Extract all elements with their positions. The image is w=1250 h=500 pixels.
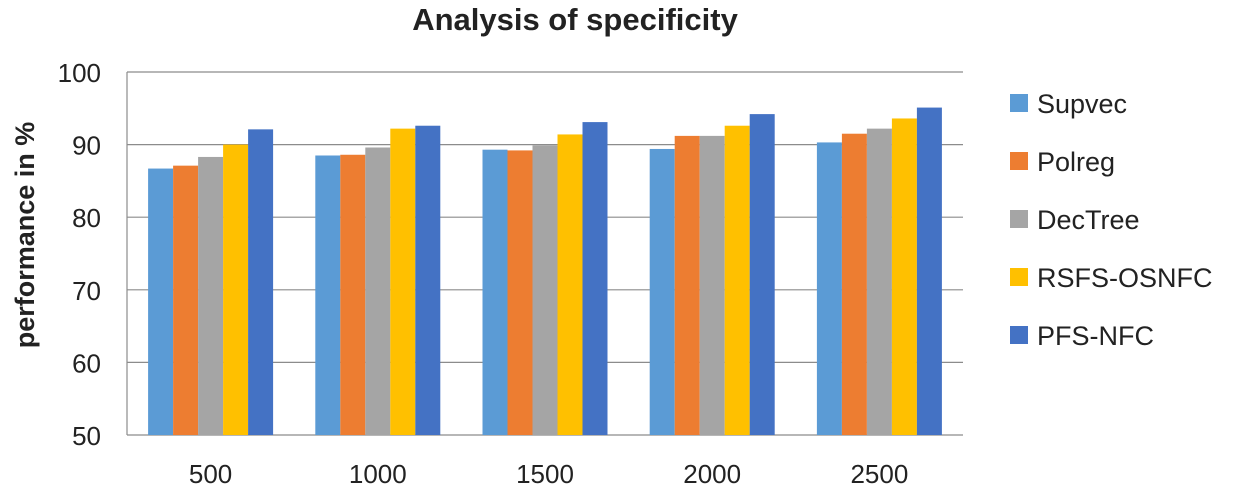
x-tick-label: 500	[189, 459, 232, 489]
bar-rsfs-osnfc-2000	[724, 125, 750, 435]
bar-polreg-1500	[507, 150, 533, 435]
bar-supvec-2000	[649, 148, 675, 435]
bar-supvec-1500	[482, 149, 508, 435]
bar-rsfs-osnfc-2500	[891, 118, 917, 436]
bar-dectree-1000	[365, 147, 391, 435]
y-tick-label: 70	[72, 276, 101, 306]
bar-rsfs-osnfc-1500	[557, 134, 583, 435]
bar-polreg-1000	[340, 154, 366, 435]
legend-swatch	[1010, 94, 1028, 112]
legend-label[interactable]: Supvec	[1037, 89, 1127, 119]
y-tick-label: 90	[72, 131, 101, 161]
legend-swatch	[1010, 326, 1028, 344]
bar-supvec-2500	[816, 142, 842, 435]
x-tick-labels: 500 1000 1500 2000 2500	[189, 459, 908, 489]
bar-rsfs-osnfc-1000	[390, 128, 416, 436]
y-tick-labels: 50 60 70 80 90 100	[58, 58, 101, 451]
bar-dectree-500	[198, 156, 224, 435]
chart-title: Analysis of specificity	[412, 2, 738, 37]
x-tick-label: 2000	[683, 459, 741, 489]
legend-swatch	[1010, 152, 1028, 170]
x-tick-label: 1000	[349, 459, 407, 489]
bar-pfs-nfc-1000	[415, 125, 441, 435]
legend-swatch	[1010, 268, 1028, 286]
bar-supvec-1000	[315, 155, 341, 436]
y-tick-label: 80	[72, 203, 101, 233]
bar-pfs-nfc-2500	[916, 107, 942, 435]
bar-pfs-nfc-2000	[749, 114, 775, 435]
x-tick-label: 1500	[516, 459, 574, 489]
y-tick-label: 100	[58, 58, 101, 88]
x-tick-label: 2500	[850, 459, 908, 489]
bar-rsfs-osnfc-500	[223, 144, 249, 435]
bar-pfs-nfc-1500	[582, 122, 608, 436]
y-tick-label: 50	[72, 421, 101, 451]
bar-polreg-2500	[841, 133, 867, 435]
bar-dectree-2000	[699, 135, 725, 435]
bar-pfs-nfc-500	[248, 129, 274, 435]
legend-label[interactable]: RSFS-OSNFC	[1037, 263, 1213, 293]
bar-polreg-500	[173, 165, 199, 436]
legend-label[interactable]: Polreg	[1037, 147, 1115, 177]
legend[interactable]: Supvec Polreg DecTree RSFS-OSNFC PFS-NFC	[1010, 89, 1213, 351]
bar-polreg-2000	[674, 135, 700, 435]
legend-label[interactable]: PFS-NFC	[1037, 321, 1154, 351]
bar-dectree-1500	[532, 145, 558, 436]
legend-label[interactable]: DecTree	[1037, 205, 1140, 235]
legend-swatch	[1010, 210, 1028, 228]
bars	[148, 107, 942, 436]
bar-supvec-500	[148, 168, 174, 436]
y-tick-label: 60	[72, 348, 101, 378]
bar-dectree-2500	[866, 128, 892, 436]
y-axis-label: performance in %	[10, 122, 40, 349]
